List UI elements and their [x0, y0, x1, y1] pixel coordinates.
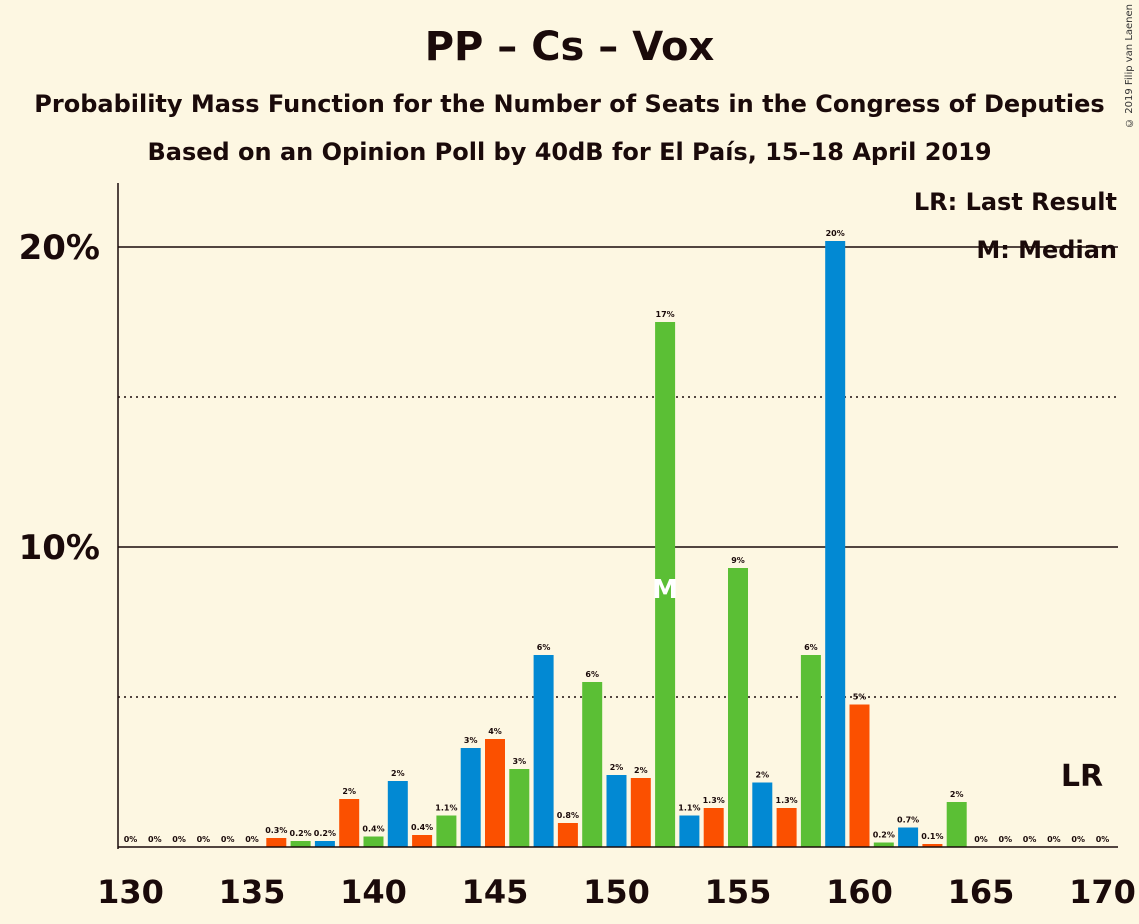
x-tick-label: 145 — [462, 873, 529, 911]
gridlines — [118, 246, 1118, 698]
chart-subtitle-source: Based on an Opinion Poll by 40dB for El … — [147, 138, 992, 166]
data-label: 0% — [245, 835, 259, 844]
y-tick-label: 20% — [19, 228, 100, 268]
bar-pp — [898, 827, 919, 847]
data-label: 0% — [221, 835, 235, 844]
data-label: 0% — [999, 835, 1013, 844]
data-label: 1.3% — [703, 796, 725, 805]
data-label: 0.2% — [873, 831, 895, 840]
data-label: 6% — [537, 643, 551, 652]
data-label: 0.8% — [557, 811, 579, 820]
data-label: 2% — [950, 790, 964, 799]
data-label: 0% — [974, 835, 988, 844]
bar-cs — [266, 838, 287, 847]
data-label: 4% — [488, 727, 502, 736]
data-label: 0.4% — [411, 823, 433, 832]
data-label: 20% — [826, 229, 845, 238]
data-label: 2% — [634, 766, 648, 775]
bar-vox — [436, 815, 457, 847]
x-tick-label: 165 — [948, 873, 1015, 911]
data-label: 3% — [464, 736, 478, 745]
last-result-marker: LR — [1061, 759, 1103, 794]
bar-cs — [412, 835, 433, 847]
bar-pp — [606, 775, 627, 847]
bar-vox — [873, 842, 894, 847]
data-label: 0% — [148, 835, 162, 844]
data-label: 0% — [1047, 835, 1061, 844]
bar-cs — [557, 823, 578, 847]
data-labels-group: 0% 0% 0% 0% 0% 0%0.3% 0.2% 0.2%2%0.4%2%0.4%1.1%… — [124, 229, 1110, 844]
bar-pp — [314, 841, 335, 847]
median-marker: M — [652, 575, 678, 605]
bars-group — [266, 241, 967, 847]
data-label: 0.2% — [290, 829, 312, 838]
bar-vox — [655, 322, 676, 847]
data-label: 6% — [585, 670, 599, 679]
bar-cs — [776, 808, 797, 847]
data-label: 1.1% — [435, 804, 457, 813]
bar-pp — [533, 655, 554, 847]
bar-vox — [728, 568, 748, 847]
chart-title: PP – Cs – Vox — [424, 24, 715, 70]
data-label: 0.2% — [314, 829, 336, 838]
data-label: 0.3% — [265, 826, 287, 835]
data-label: 2% — [391, 769, 405, 778]
data-label: 6% — [804, 643, 818, 652]
bar-cs — [339, 799, 360, 847]
bar-pp — [679, 815, 700, 847]
legend-last-result: LR: Last Result — [914, 188, 1117, 216]
bar-cs — [703, 808, 724, 847]
x-tick-label: 130 — [97, 873, 164, 911]
bar-pp — [387, 781, 408, 847]
data-label: 0% — [197, 835, 211, 844]
bar-pp — [825, 241, 846, 847]
bar-vox — [800, 655, 821, 847]
data-label: 2% — [610, 763, 624, 772]
data-label: 0.7% — [897, 816, 919, 825]
data-label: 1.1% — [678, 804, 700, 813]
data-label: 3% — [513, 757, 527, 766]
data-label: 17% — [656, 310, 675, 319]
bar-vox — [509, 769, 530, 847]
bar-cs — [849, 704, 870, 847]
axes-group: 10% 20% 130 135 140 145 150 155 160 165 170 — [19, 183, 1136, 911]
bar-vox — [946, 802, 967, 847]
data-label: 9% — [731, 556, 745, 565]
bar-pp — [752, 782, 773, 847]
bar-vox — [582, 682, 603, 847]
x-tick-label: 150 — [583, 873, 650, 911]
legend-median: M: Median — [976, 236, 1117, 264]
chart-subtitle: Probability Mass Function for the Number… — [34, 90, 1105, 118]
data-label: 0% — [1096, 835, 1110, 844]
data-label: 2% — [342, 787, 356, 796]
bar-cs — [485, 739, 505, 847]
bar-cs — [922, 844, 943, 847]
y-tick-label: 10% — [19, 528, 100, 568]
data-label: 0.4% — [362, 825, 384, 834]
bar-vox — [363, 836, 384, 847]
data-label: 0% — [1071, 835, 1085, 844]
x-tick-label: 140 — [340, 873, 407, 911]
bar-pp — [460, 748, 481, 847]
data-label: 0% — [1023, 835, 1037, 844]
x-tick-label: 160 — [826, 873, 893, 911]
data-label: 2% — [756, 771, 770, 780]
data-label: 0% — [172, 835, 186, 844]
bar-vox — [290, 841, 311, 847]
data-label: 0% — [124, 835, 138, 844]
bar-cs — [630, 778, 651, 847]
x-tick-label: 155 — [705, 873, 772, 911]
data-label: 1.3% — [776, 796, 798, 805]
data-label: 5% — [853, 693, 867, 702]
x-tick-label: 170 — [1069, 873, 1136, 911]
data-label: 0.1% — [921, 832, 943, 841]
x-tick-label: 135 — [219, 873, 286, 911]
